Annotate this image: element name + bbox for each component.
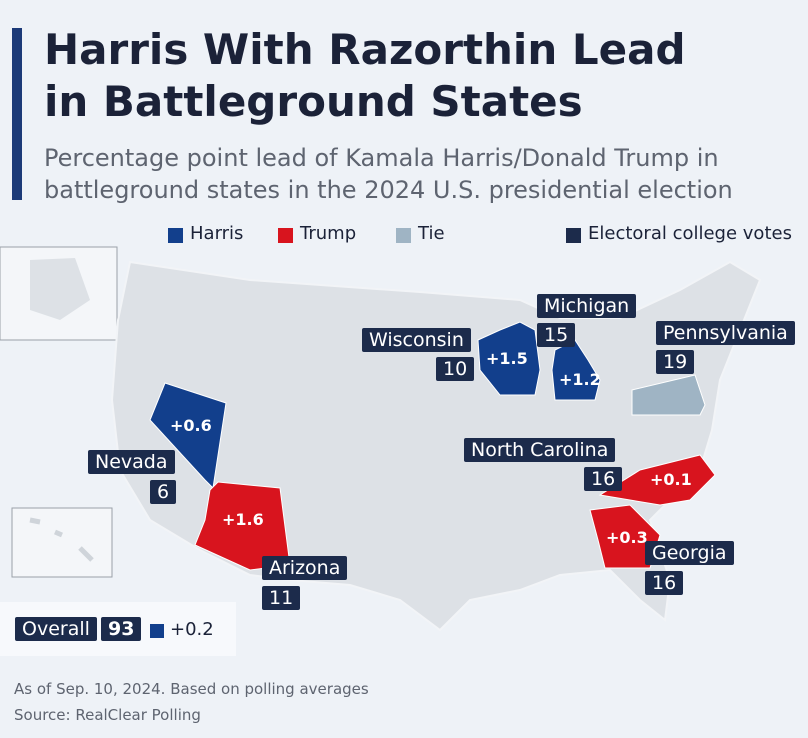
nevada-shape	[149, 382, 227, 490]
lead-label: +1.6	[222, 510, 264, 529]
state-name: North Carolina	[464, 438, 616, 462]
north-carolina-shape	[598, 454, 716, 506]
subtitle: battleground states in the 2024 U.S. pre…	[44, 176, 733, 204]
overall-lead: +0.2	[170, 619, 214, 640]
title: in Battleground States	[44, 77, 583, 126]
legend-swatch	[566, 228, 581, 243]
legend-label: Harris	[190, 223, 244, 244]
michigan-shape	[551, 339, 601, 401]
legend-swatch	[396, 228, 411, 243]
subtitle: Percentage point lead of Kamala Harris/D…	[44, 144, 719, 172]
lead-label: +1.5	[486, 349, 528, 368]
title: Harris With Razorthin Lead	[44, 25, 686, 74]
hawaii	[29, 517, 94, 562]
hawaii-inset	[11, 507, 113, 578]
title-bar	[12, 28, 22, 200]
lead-label: +0.3	[606, 528, 648, 547]
legend-label: Trump	[300, 223, 357, 244]
overall-swatch	[150, 624, 164, 638]
state-name: Nevada	[88, 450, 175, 474]
lead-label: +1.2	[559, 370, 601, 389]
lead-label: +0.6	[170, 416, 212, 435]
legend-label: Tie	[418, 223, 445, 244]
footnote: As of Sep. 10, 2024. Based on polling av…	[14, 680, 369, 698]
state-votes: 6	[150, 480, 177, 504]
state-name: Arizona	[262, 556, 348, 580]
wisconsin-shape	[477, 321, 541, 396]
georgia-shape	[589, 504, 661, 569]
state-name: Pennsylvania	[656, 321, 795, 345]
alaska	[30, 258, 90, 320]
pennsylvania-shape	[631, 374, 706, 416]
state-votes: 10	[436, 357, 475, 381]
state-name: Michigan	[537, 294, 637, 318]
legend-label: Electoral college votes	[588, 223, 792, 244]
state-votes: 19	[656, 350, 695, 374]
overall-label: Overall	[15, 617, 97, 641]
legend-swatch	[278, 228, 293, 243]
lead-label: +0.1	[650, 470, 692, 489]
state-name: Wisconsin	[362, 328, 471, 352]
state-votes: 11	[262, 586, 301, 610]
state-votes: 15	[537, 323, 576, 347]
overall-votes: 93	[101, 617, 142, 641]
source: Source: RealClear Polling	[14, 706, 201, 724]
legend-swatch	[168, 228, 183, 243]
state-votes: 16	[645, 571, 684, 595]
state-votes: 16	[584, 467, 623, 491]
state-name: Georgia	[645, 541, 734, 565]
